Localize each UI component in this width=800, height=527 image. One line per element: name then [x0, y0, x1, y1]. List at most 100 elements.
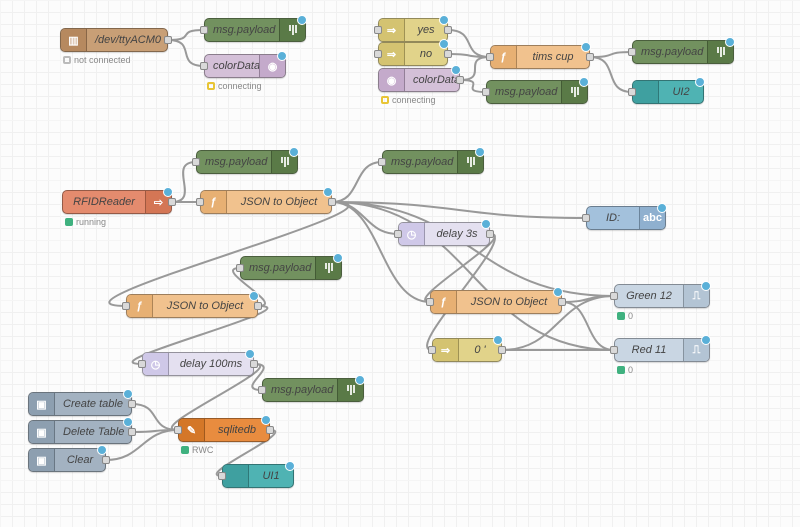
input-port[interactable] [628, 88, 636, 96]
node-label: msg.payload [205, 24, 279, 36]
wire[interactable] [109, 202, 348, 306]
wire[interactable] [460, 57, 490, 80]
change-indicator [439, 15, 449, 25]
node-function[interactable]: ƒJSON to Object [126, 294, 258, 318]
node-debug[interactable]: msg.payload [196, 150, 298, 174]
node-inject[interactable]: ▣Clear [28, 448, 106, 472]
node-ui[interactable]: UI2 [632, 80, 704, 104]
output-port[interactable] [128, 400, 136, 408]
input-port[interactable] [610, 346, 618, 354]
node-debug[interactable]: msg.payload [382, 150, 484, 174]
input-port[interactable] [192, 158, 200, 166]
wire[interactable] [448, 54, 490, 57]
change-indicator [579, 77, 589, 87]
input-port[interactable] [628, 48, 636, 56]
node-text[interactable]: ID:abc [586, 206, 666, 230]
input-port[interactable] [174, 426, 182, 434]
output-port[interactable] [102, 456, 110, 464]
node-gpio[interactable]: Green 12⎍0 [614, 284, 710, 308]
node-status: RWC [181, 445, 213, 455]
wire[interactable] [448, 30, 490, 57]
output-port[interactable] [444, 50, 452, 58]
output-port[interactable] [498, 346, 506, 354]
output-port[interactable] [444, 26, 452, 34]
input-port[interactable] [394, 230, 402, 238]
node-switch[interactable]: ⇒no [378, 42, 448, 66]
output-port[interactable] [558, 298, 566, 306]
node-function[interactable]: ƒtims cup [490, 45, 590, 69]
input-port[interactable] [610, 292, 618, 300]
output-port[interactable] [254, 302, 262, 310]
input-port[interactable] [486, 53, 494, 61]
node-inject[interactable]: ▣Delete Table [28, 420, 132, 444]
wire[interactable] [562, 296, 614, 302]
node-label: JSON to Object [457, 296, 561, 308]
node-serial[interactable]: ▥/dev/ttyACM0not connected [60, 28, 168, 52]
wire[interactable] [332, 202, 586, 218]
input-port[interactable] [200, 62, 208, 70]
node-switch[interactable]: ⇒yes [378, 18, 448, 42]
wire[interactable] [590, 52, 632, 57]
change-indicator [123, 417, 133, 427]
node-link[interactable]: colorData◉connecting [204, 54, 286, 78]
output-port[interactable] [164, 36, 172, 44]
link-icon: ◉ [379, 69, 405, 91]
node-label: no [405, 48, 447, 60]
node-debug[interactable]: msg.payload [262, 378, 364, 402]
wire[interactable] [132, 430, 178, 432]
output-port[interactable] [328, 198, 336, 206]
output-port[interactable] [586, 53, 594, 61]
wire[interactable] [562, 302, 614, 350]
wire[interactable] [590, 57, 632, 92]
node-ui[interactable]: UI1 [222, 464, 294, 488]
wire[interactable] [332, 202, 430, 302]
input-port[interactable] [374, 26, 382, 34]
wire[interactable] [168, 40, 204, 66]
input-port[interactable] [374, 50, 382, 58]
input-port[interactable] [236, 264, 244, 272]
node-debug[interactable]: msg.payload [486, 80, 588, 104]
input-port[interactable] [258, 386, 266, 394]
input-port[interactable] [218, 472, 226, 480]
output-port[interactable] [456, 76, 464, 84]
output-port[interactable] [168, 198, 176, 206]
node-inject[interactable]: ▣Create table [28, 392, 132, 416]
node-label: yes [405, 24, 447, 36]
input-port[interactable] [138, 360, 146, 368]
node-debug[interactable]: msg.payload [240, 256, 342, 280]
node-debug[interactable]: msg.payload [632, 40, 734, 64]
wire[interactable] [332, 162, 382, 202]
node-debug[interactable]: msg.payload [204, 18, 306, 42]
input-port[interactable] [426, 298, 434, 306]
node-switch[interactable]: ⇒0 ' [432, 338, 502, 362]
node-link[interactable]: ◉colorDataconnecting [378, 68, 460, 92]
node-http[interactable]: RFIDReader⇨running [62, 190, 172, 214]
node-label: UI2 [659, 86, 703, 98]
input-port[interactable] [428, 346, 436, 354]
wire[interactable] [332, 202, 614, 296]
output-port[interactable] [128, 428, 136, 436]
wire[interactable] [332, 202, 398, 234]
node-function[interactable]: ƒJSON to Object [200, 190, 332, 214]
output-port[interactable] [250, 360, 258, 368]
node-sqlite[interactable]: ✎sqlitedbRWC [178, 418, 270, 442]
input-port[interactable] [582, 214, 590, 222]
wire[interactable] [168, 30, 204, 40]
node-delay[interactable]: ◷delay 3s [398, 222, 490, 246]
input-port[interactable] [196, 198, 204, 206]
wire[interactable] [172, 162, 196, 202]
input-port[interactable] [378, 158, 386, 166]
change-indicator [657, 203, 667, 213]
input-port[interactable] [482, 88, 490, 96]
node-gpio[interactable]: Red 11⎍0 [614, 338, 710, 362]
output-port[interactable] [266, 426, 274, 434]
node-label: Red 11 [615, 344, 683, 356]
node-function[interactable]: ƒJSON to Object [430, 290, 562, 314]
wire[interactable] [132, 404, 178, 430]
input-port[interactable] [122, 302, 130, 310]
node-delay[interactable]: ◷delay 100ms [142, 352, 254, 376]
node-label: Delete Table [55, 426, 131, 438]
change-indicator [245, 349, 255, 359]
input-port[interactable] [200, 26, 208, 34]
output-port[interactable] [486, 230, 494, 238]
